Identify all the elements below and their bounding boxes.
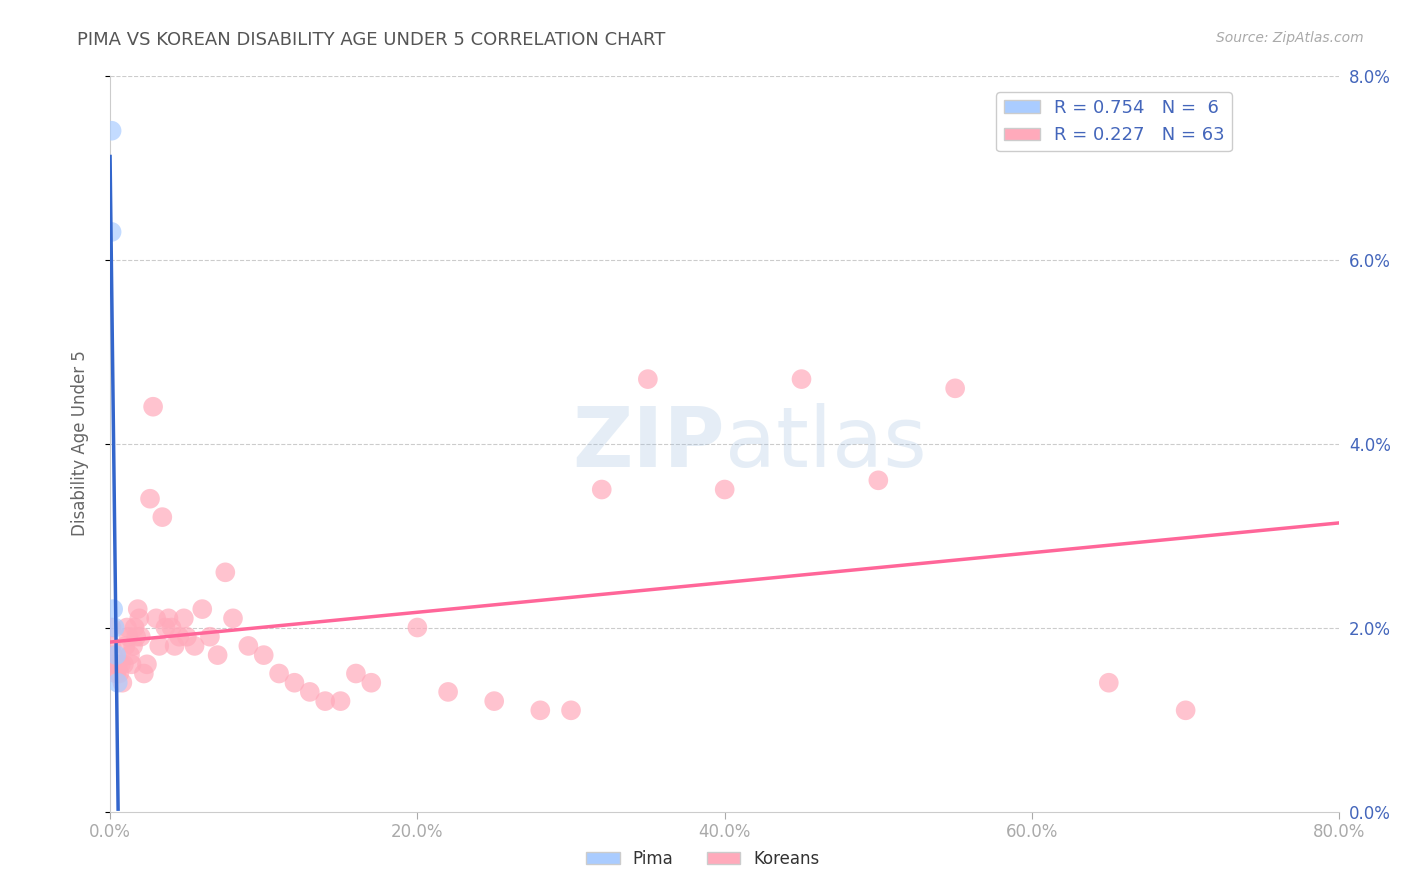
Point [128,611,150,625]
Point [100,620,122,634]
Point [136,657,159,672]
Point [108,666,131,681]
Point [127,602,149,616]
Point [118,648,141,662]
Point [943,381,966,395]
Point [100,124,122,138]
Point [637,372,659,386]
Text: Source: ZipAtlas.com: Source: ZipAtlas.com [1216,31,1364,45]
Point [191,602,214,616]
Point [298,685,321,699]
Point [105,648,128,662]
Point [100,225,122,239]
Point [1174,703,1197,717]
Point [214,566,236,580]
Point [238,639,260,653]
Y-axis label: Disability Age Under 5: Disability Age Under 5 [72,351,89,536]
Point [145,611,167,625]
Point [437,685,460,699]
Legend: Pima, Koreans: Pima, Koreans [579,844,827,875]
Point [591,483,613,497]
Point [283,675,305,690]
Point [115,620,138,634]
Point [100,639,122,653]
Point [142,400,165,414]
Point [713,483,735,497]
Point [173,611,195,625]
Point [183,639,205,653]
Text: PIMA VS KOREAN DISABILITY AGE UNDER 5 CORRELATION CHART: PIMA VS KOREAN DISABILITY AGE UNDER 5 CO… [77,31,665,49]
Point [482,694,505,708]
Text: atlas: atlas [724,403,927,484]
Point [155,620,177,634]
Point [105,666,128,681]
Point [790,372,813,386]
Point [314,694,336,708]
Legend: R = 0.754   N =  6, R = 0.227   N = 63: R = 0.754 N = 6, R = 0.227 N = 63 [997,92,1232,152]
Point [110,657,132,672]
Point [104,620,127,634]
Point [1098,675,1121,690]
Point [112,657,135,672]
Point [139,491,162,506]
Point [157,611,180,625]
Point [406,620,429,634]
Point [111,675,134,690]
Text: ZIP: ZIP [572,403,724,484]
Point [560,703,582,717]
Point [360,675,382,690]
Point [104,657,127,672]
Point [222,611,245,625]
Point [107,675,129,690]
Point [868,473,890,487]
Point [344,666,367,681]
Point [125,630,148,644]
Point [160,620,183,634]
Point [129,630,152,644]
Point [198,630,221,644]
Point [167,630,190,644]
Point [207,648,229,662]
Point [101,648,124,662]
Point [253,648,276,662]
Point [101,602,124,616]
Point [117,630,139,644]
Point [176,630,198,644]
Point [121,657,143,672]
Point [267,666,290,681]
Point [163,639,186,653]
Point [124,620,146,634]
Point [148,639,170,653]
Point [150,510,173,524]
Point [107,657,129,672]
Point [132,666,155,681]
Point [114,639,136,653]
Point [529,703,551,717]
Point [329,694,352,708]
Point [122,639,145,653]
